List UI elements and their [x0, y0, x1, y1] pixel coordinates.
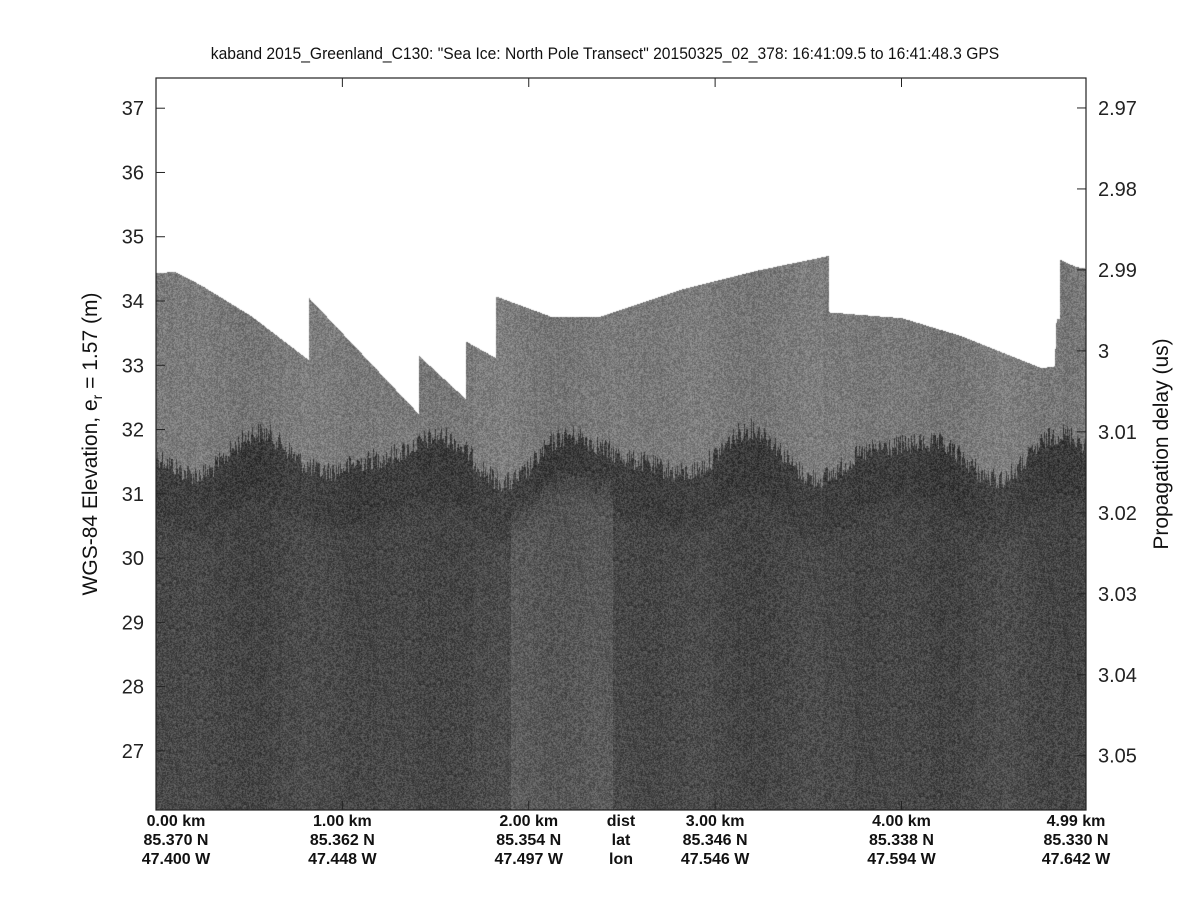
x-label-line: 47.497 W: [494, 851, 563, 868]
y2-tick-label: 3.02: [1098, 503, 1137, 525]
x-label-line: 85.354 N: [496, 832, 562, 849]
y2-tick-label: 3.03: [1098, 584, 1137, 606]
row-labels: dist lat lon: [607, 812, 635, 869]
x-label-line: 4.00 km: [872, 813, 931, 830]
echogram-image: [156, 78, 1086, 810]
x-tick-label: 0.00 km 85.370 N 47.400 W: [142, 812, 210, 869]
x-label-line: lat: [611, 832, 631, 849]
y2-tick-label: 2.99: [1098, 260, 1137, 282]
y2-tick-label: 3.04: [1098, 665, 1137, 687]
x-label-line: 47.642 W: [1041, 851, 1111, 868]
axes: 27 28 29 30 31 32 33 34 35 36 37 2.97 2.98 2.99 3 3.01 3…: [122, 77, 1137, 811]
x-label-line: dist: [606, 813, 636, 830]
y-tick-label: 33: [122, 355, 144, 377]
y2-axis-label: Propagation delay (us): [1150, 338, 1173, 550]
y2-tick-label: 3: [1098, 341, 1109, 363]
plot-area: 27 28 29 30 31 32 33 34 35 36 37 2.97 2.98 2.99 3 3.01 3…: [122, 77, 1137, 811]
y-tick-label: 27: [122, 741, 144, 763]
x-tick-label: 3.00 km 85.346 N 47.546 W: [681, 812, 749, 869]
y2-tick-label: 3.05: [1098, 746, 1137, 768]
x-label-line: 47.594 W: [867, 851, 936, 868]
x-label-line: 0.00 km: [146, 813, 206, 830]
y-tick-label: 32: [122, 420, 144, 442]
x-tick-label: 1.00 km 85.362 N 47.448 W: [308, 812, 376, 869]
x-label-line: 85.362 N: [309, 832, 375, 849]
x-label-line: 47.546 W: [680, 851, 750, 868]
plot-frame: [155, 77, 1087, 811]
x-tick-label: 4.99 km 85.330 N 47.642 W: [1042, 812, 1110, 869]
x-label-line: 3.00 km: [685, 813, 745, 830]
y-tick-label: 37: [122, 98, 144, 120]
x-label-line: lon: [608, 851, 633, 868]
x-label-line: 47.400 W: [141, 851, 211, 868]
y-tick-label: 34: [122, 291, 144, 313]
x-label-line: 47.448 W: [308, 851, 377, 868]
y-tick-label: 36: [122, 162, 144, 184]
y2-tick-label: 3.01: [1098, 422, 1137, 444]
y-axis-label: WGS-84 Elevation, er = 1.57 (m): [78, 292, 106, 596]
x-label-line: 4.99 km: [1046, 813, 1106, 830]
x-label-line: 1.00 km: [312, 813, 372, 830]
x-label-line: 85.346 N: [682, 832, 748, 849]
y-tick-label: 28: [122, 677, 144, 699]
y2-tick-label: 2.98: [1098, 179, 1137, 201]
x-tick-label: 4.00 km 85.338 N 47.594 W: [867, 812, 935, 869]
x-label-line: 85.370 N: [143, 832, 209, 849]
y-tick-label: 30: [122, 548, 144, 570]
y-tick-label: 35: [122, 227, 144, 249]
chart-title: kaband 2015_Greenland_C130: "Sea Ice: No…: [210, 44, 1000, 63]
y-tick-label: 29: [122, 612, 144, 634]
y2-tick-label: 2.97: [1098, 98, 1137, 120]
x-label-line: 85.338 N: [869, 832, 934, 849]
x-label-line: 2.00 km: [499, 813, 559, 830]
x-label-line: 85.330 N: [1043, 832, 1109, 849]
x-tick-label: 2.00 km 85.354 N 47.497 W: [494, 812, 562, 869]
y-tick-label: 31: [122, 484, 144, 506]
